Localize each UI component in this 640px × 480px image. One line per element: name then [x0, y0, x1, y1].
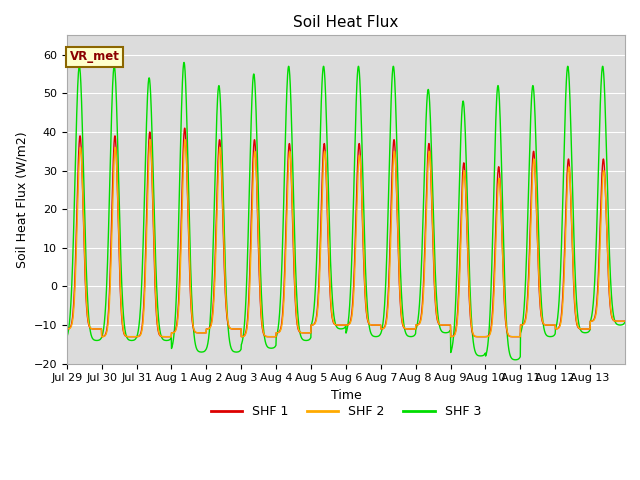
Line: SHF 3: SHF 3 [67, 62, 625, 360]
SHF 1 [621, 318, 629, 324]
SHF 3 [546, 334, 554, 339]
Line: SHF 2: SHF 2 [67, 140, 625, 336]
SHF 1 [614, 318, 621, 324]
SHF 3 [515, 356, 522, 362]
SHF 1 [118, 323, 126, 329]
Legend: SHF 1, SHF 2, SHF 3: SHF 1, SHF 2, SHF 3 [205, 400, 486, 423]
Text: VR_met: VR_met [70, 50, 120, 63]
SHF 3 [621, 319, 629, 325]
Line: SHF 1: SHF 1 [67, 128, 625, 336]
SHF 2 [239, 334, 247, 339]
SHF 1 [239, 334, 247, 339]
SHF 3 [380, 315, 387, 321]
SHF 1 [380, 325, 387, 331]
SHF 1 [181, 125, 189, 131]
X-axis label: Time: Time [330, 389, 361, 402]
SHF 3 [239, 333, 247, 339]
SHF 2 [515, 334, 522, 339]
SHF 1 [515, 334, 522, 339]
SHF 2 [380, 325, 387, 331]
SHF 2 [118, 321, 126, 326]
SHF 2 [546, 322, 554, 328]
SHF 3 [180, 60, 188, 65]
SHF 1 [63, 326, 70, 332]
SHF 2 [621, 318, 629, 324]
SHF 3 [614, 322, 621, 327]
SHF 2 [614, 318, 621, 324]
SHF 3 [63, 335, 70, 340]
SHF 2 [513, 334, 520, 339]
SHF 2 [63, 326, 70, 332]
SHF 3 [511, 357, 519, 363]
SHF 2 [147, 137, 154, 143]
Y-axis label: Soil Heat Flux (W/m2): Soil Heat Flux (W/m2) [15, 131, 28, 268]
SHF 3 [118, 298, 126, 303]
SHF 1 [477, 334, 485, 339]
Title: Soil Heat Flux: Soil Heat Flux [293, 15, 399, 30]
SHF 1 [546, 322, 554, 328]
